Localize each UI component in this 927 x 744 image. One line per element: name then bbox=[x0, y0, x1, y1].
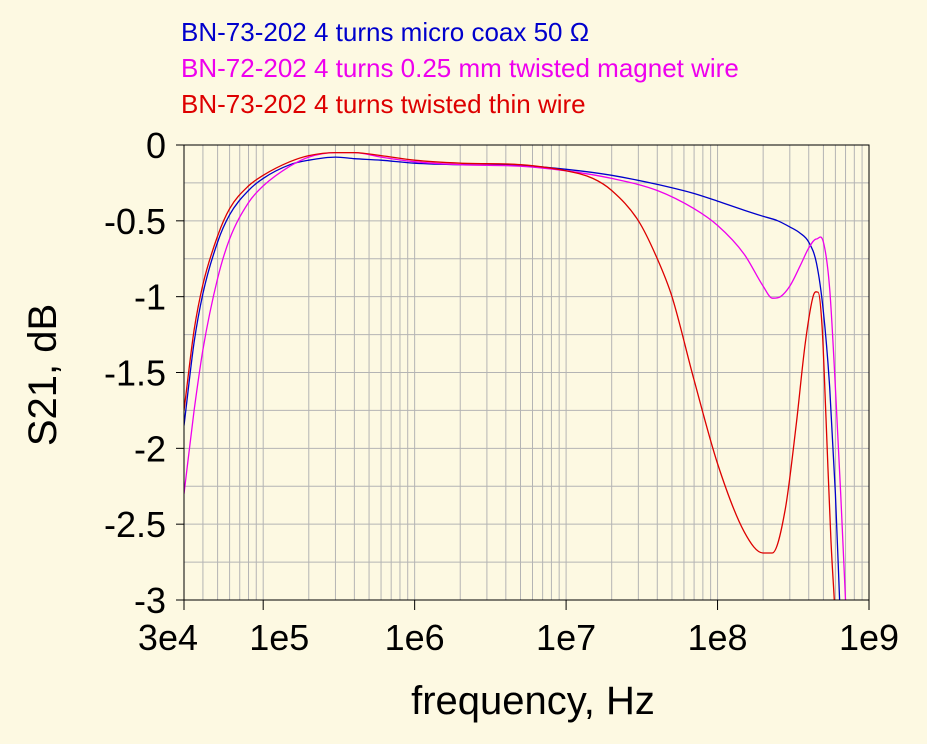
y-tick-label: -3 bbox=[134, 580, 166, 621]
legend-entry-2: BN-72-202 4 turns 0.25 mm twisted magnet… bbox=[181, 53, 739, 83]
x-tick-label: 1e9 bbox=[839, 617, 899, 658]
x-tick-labels: 3e4 1e5 1e6 1e7 1e8 1e9 bbox=[138, 600, 899, 658]
series-line-3 bbox=[184, 151, 835, 601]
y-axis-label: S21, dB bbox=[21, 304, 65, 446]
series-layer bbox=[184, 151, 847, 601]
x-axis-label: frequency, Hz bbox=[411, 679, 655, 723]
x-tick-label: 1e6 bbox=[385, 617, 445, 658]
y-tick-label: -1.5 bbox=[104, 353, 166, 394]
legend-entry-3: BN-73-202 4 turns twisted thin wire bbox=[181, 89, 586, 119]
y-tick-label: -2.5 bbox=[104, 504, 166, 545]
y-tick-label: -0.5 bbox=[104, 201, 166, 242]
x-tick-label: 3e4 bbox=[138, 617, 198, 658]
x-tick-label: 1e8 bbox=[688, 617, 748, 658]
y-tick-label: 0 bbox=[146, 125, 166, 166]
x-tick-label: 1e7 bbox=[536, 617, 596, 658]
x-tick-label: 1e5 bbox=[249, 617, 309, 658]
series-line-1 bbox=[184, 156, 841, 601]
y-tick-labels: 0 -0.5 -1 -1.5 -2 -2.5 -3 bbox=[104, 125, 184, 621]
legend: BN-73-202 4 turns micro coax 50 Ω BN-72-2… bbox=[181, 17, 739, 119]
y-tick-label: -1 bbox=[134, 277, 166, 318]
legend-entry-1: BN-73-202 4 turns micro coax 50 Ω bbox=[181, 17, 589, 47]
y-tick-label: -2 bbox=[134, 428, 166, 469]
series-line-2 bbox=[184, 151, 847, 601]
